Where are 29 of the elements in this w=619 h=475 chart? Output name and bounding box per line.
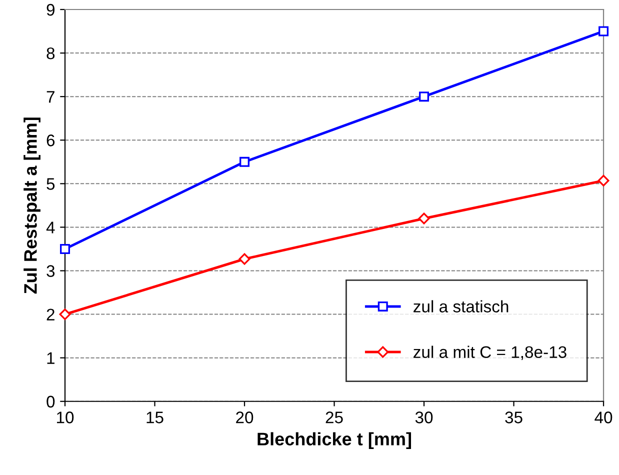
y-tick-label: 3 — [46, 265, 55, 277]
y-tick-label: 4 — [46, 222, 55, 234]
y-tick-label: 8 — [46, 47, 55, 60]
point — [418, 212, 430, 224]
legend-label: zul a statisch — [414, 300, 508, 312]
point — [238, 253, 250, 265]
legend-label: zul a mit C = 1,8e-13 — [414, 346, 566, 360]
point — [59, 308, 71, 320]
x-tick-label: 30 — [415, 412, 433, 424]
x-tick-label: 10 — [57, 412, 74, 424]
y-tick-label: 5 — [46, 178, 55, 190]
y-tick-label: 2 — [46, 308, 54, 320]
x-tick-label: 15 — [146, 412, 164, 424]
y-axis-title: Zul Restspalt a [mm] — [24, 118, 40, 294]
point — [598, 26, 609, 36]
x-tick-label: 25 — [326, 412, 343, 424]
point — [419, 92, 430, 102]
y-tick-label: 9 — [46, 4, 54, 16]
y-tick-label: 6 — [46, 134, 55, 146]
point — [240, 156, 250, 167]
x-axis-title: Blechdicke t [mm] — [258, 432, 412, 450]
point — [60, 244, 70, 254]
x-tick-label: 35 — [505, 412, 522, 424]
x-tick-label: 40 — [594, 412, 612, 424]
x-tick-label: 20 — [236, 412, 254, 424]
y-tick-label: 7 — [46, 91, 54, 103]
point — [598, 174, 610, 186]
y-tick-label: 1 — [47, 352, 54, 364]
y-tick-label: 0 — [46, 396, 55, 408]
